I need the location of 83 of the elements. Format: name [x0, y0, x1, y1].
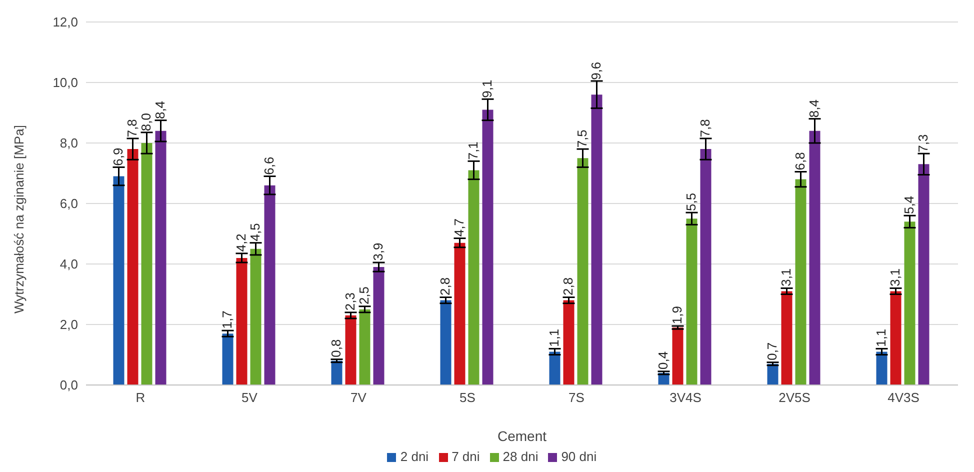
- bar: [686, 218, 698, 385]
- bar: [700, 149, 712, 385]
- bar: [440, 300, 452, 385]
- x-axis-title: Cement: [497, 428, 547, 444]
- bar: [781, 291, 792, 385]
- data-label: 7,3: [916, 134, 931, 152]
- data-label: 7,8: [698, 119, 713, 138]
- legend-label: 2 dni: [400, 449, 429, 464]
- bar: [904, 222, 916, 385]
- data-label: 2,8: [560, 277, 576, 296]
- data-label: 1,7: [220, 310, 235, 329]
- x-tick-label: 2V5S: [778, 390, 811, 406]
- bar: [549, 352, 560, 385]
- y-axis-title: Wytrzymałość na zginanie [MPa]: [12, 125, 27, 314]
- bar: [113, 176, 124, 385]
- bar: [250, 248, 262, 385]
- bar: [672, 328, 684, 385]
- data-label: 4,5: [248, 223, 263, 242]
- legend-label: 7 dni: [452, 449, 480, 464]
- bar: [236, 258, 248, 385]
- data-label: 2,3: [342, 292, 358, 311]
- data-label: 5,5: [684, 192, 699, 211]
- bar: [345, 315, 356, 385]
- data-label: 2,5: [356, 286, 372, 305]
- data-label: 1,9: [670, 306, 685, 324]
- data-label: 6,9: [110, 148, 126, 166]
- bar: [563, 300, 574, 385]
- bar: [591, 94, 602, 385]
- bar: [373, 267, 384, 385]
- bar: [222, 334, 234, 385]
- data-label: 5,4: [902, 196, 917, 214]
- x-tick-label: 3V4S: [670, 390, 702, 406]
- data-label: 0,7: [764, 342, 780, 360]
- x-tick-label: 7S: [568, 390, 585, 406]
- data-label: 0,4: [656, 351, 671, 370]
- data-label: 9,1: [480, 80, 495, 98]
- data-label: 0,8: [328, 339, 344, 358]
- data-label: 8,0: [138, 113, 154, 132]
- bar: [876, 352, 888, 385]
- data-label: 1,1: [546, 328, 562, 347]
- data-label: 6,8: [792, 152, 808, 170]
- data-label: 2,8: [438, 277, 453, 296]
- data-label: 7,1: [466, 142, 481, 160]
- x-tick-label: 4V3S: [888, 390, 920, 406]
- x-tick-label: 5V: [242, 390, 258, 406]
- data-label: 7,5: [574, 130, 590, 148]
- y-tick-label: 0,0: [60, 378, 78, 393]
- data-label: 1,1: [874, 328, 889, 347]
- bar: [809, 130, 820, 385]
- bar: [141, 143, 152, 385]
- y-tick-label: 12,0: [52, 14, 78, 30]
- data-label: 4,7: [452, 218, 467, 237]
- legend-label: 90 dni: [561, 449, 597, 464]
- data-label: 9,6: [588, 62, 604, 80]
- data-label: 4,2: [234, 234, 249, 252]
- y-tick-label: 4,0: [60, 256, 78, 272]
- legend-label: 28 dni: [502, 449, 538, 464]
- x-tick-label: 7V: [350, 390, 367, 406]
- y-tick-label: 8,0: [60, 136, 78, 151]
- bar: [264, 185, 276, 385]
- data-label: 3,9: [370, 242, 386, 261]
- bar: [918, 164, 930, 385]
- data-label: 8,4: [806, 100, 822, 118]
- x-tick-label: R: [136, 390, 146, 406]
- bar: [468, 170, 480, 385]
- bar: [331, 360, 342, 385]
- bar: [127, 149, 138, 385]
- data-label: 6,6: [262, 156, 277, 175]
- data-label: 7,8: [124, 119, 140, 138]
- y-tick-label: 10,0: [52, 75, 78, 90]
- x-tick-label: 5S: [460, 390, 476, 406]
- data-label: 3,1: [888, 268, 903, 286]
- bar: [359, 309, 370, 385]
- y-tick-label: 6,0: [60, 196, 78, 212]
- bar: [890, 291, 902, 385]
- bar: [155, 130, 166, 385]
- bar: [795, 179, 806, 385]
- bar: [577, 158, 588, 385]
- data-label: 8,4: [152, 100, 168, 120]
- data-label: 3,1: [778, 268, 794, 286]
- y-tick-label: 2,0: [60, 317, 78, 332]
- bar: [454, 242, 466, 385]
- bar: [482, 110, 494, 385]
